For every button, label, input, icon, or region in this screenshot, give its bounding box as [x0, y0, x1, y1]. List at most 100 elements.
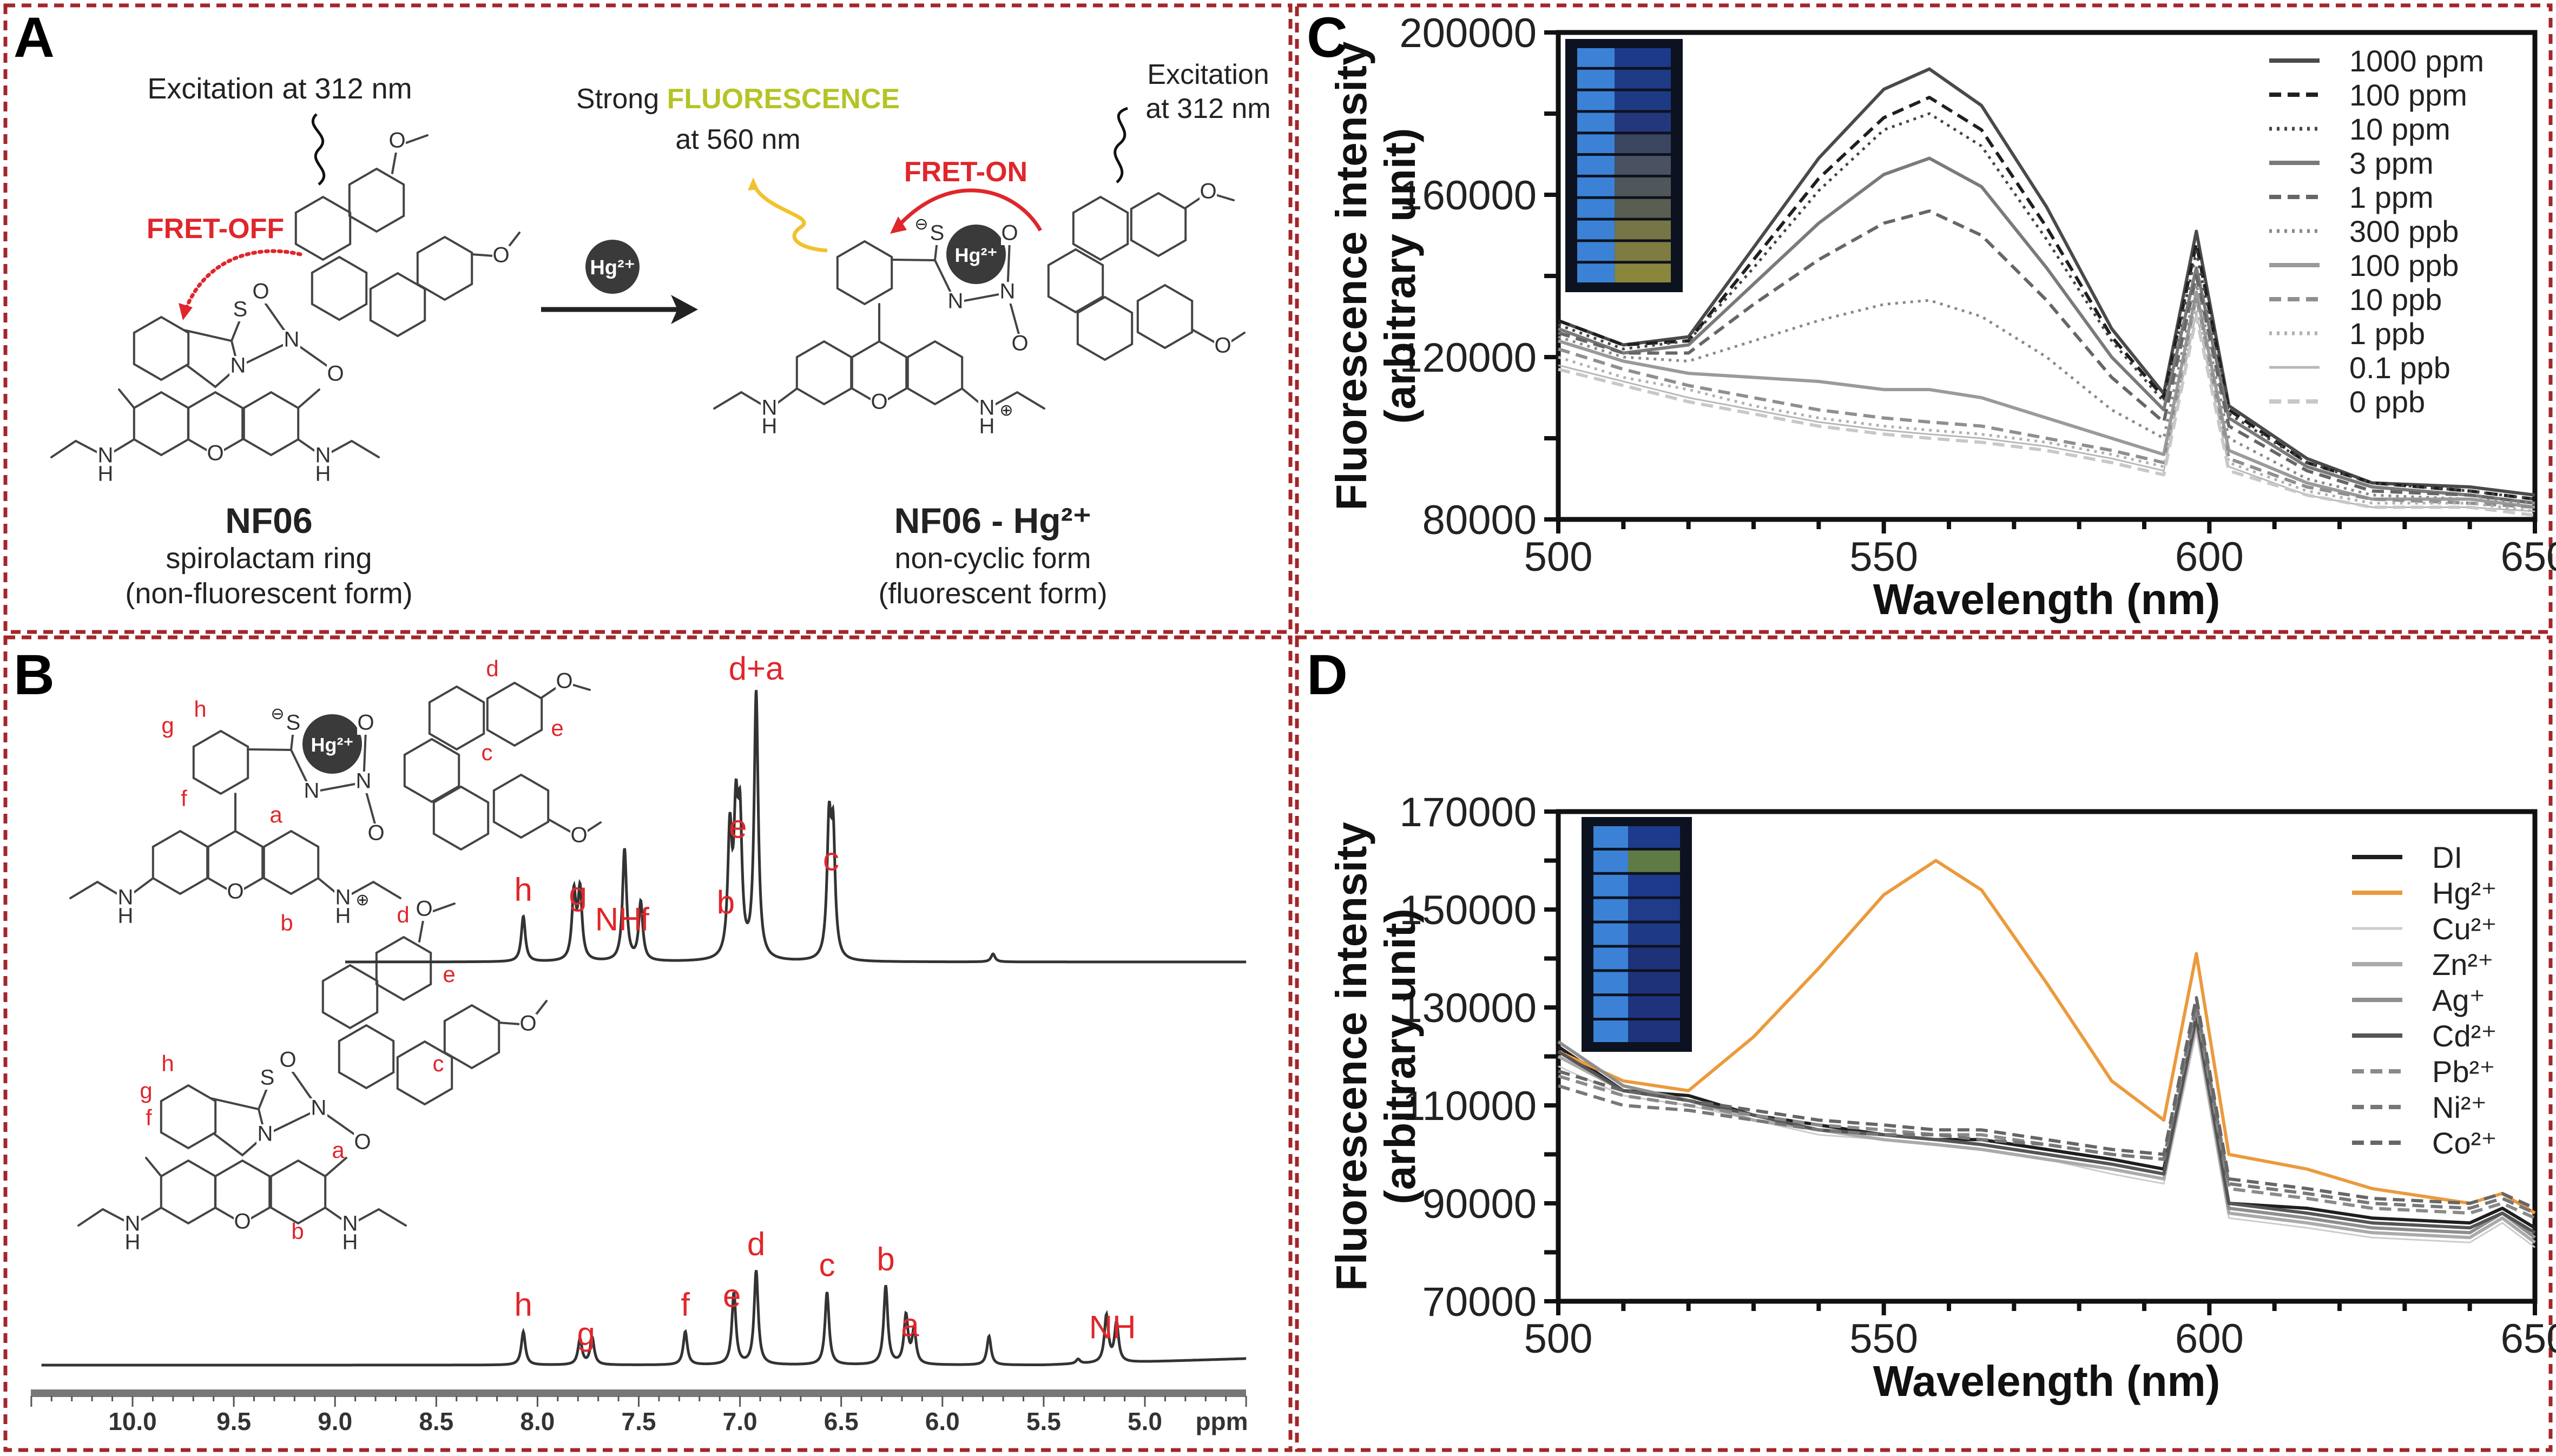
atom-bg — [207, 444, 224, 465]
nmr-peak-label-f: f — [681, 1286, 690, 1322]
nmr-peak-label-f: f — [640, 901, 649, 937]
atom-bg — [570, 826, 588, 847]
nmr-peak-label-e: e — [723, 1277, 741, 1314]
oxygen-atom: O — [234, 1210, 251, 1234]
inset-vial-color — [1628, 850, 1680, 872]
atom-bg — [314, 446, 332, 467]
inset-vial-label — [1577, 220, 1615, 240]
nf06-name: NF06 — [225, 500, 312, 541]
inset-vial-label — [1577, 263, 1615, 282]
atom-bg — [354, 1132, 371, 1154]
oxygen-atom: O — [416, 897, 432, 921]
panel-label-d: D — [1307, 643, 1348, 707]
strong-prefix: Strong — [576, 83, 667, 115]
inset-photo — [1582, 817, 1692, 1052]
hydrogen-atom: H — [118, 904, 134, 928]
inset-vial-label — [1593, 996, 1628, 1018]
nf06-desc-2: (non-fluorescent form) — [125, 577, 412, 610]
proton-label-c: c — [482, 740, 493, 765]
oxygen-atom: O — [327, 362, 344, 386]
nmr-peak-label-h: h — [515, 871, 532, 907]
x-tick-label: 500 — [1524, 1316, 1593, 1362]
atom-bg — [252, 282, 269, 304]
legend-label-8: 1 ppb — [2349, 317, 2425, 351]
fret-off-label: FRET-OFF — [147, 213, 284, 245]
nitrogen-atom: N — [125, 1212, 141, 1236]
legend-label-1: 100 ppm — [2349, 78, 2467, 112]
phenanthrene-ring — [311, 255, 368, 321]
nmr-spectrum-nf06 — [41, 1270, 1247, 1367]
sulfur-atom: S — [930, 221, 945, 245]
atom-bg — [1200, 182, 1217, 203]
fret-on-label: FRET-ON — [904, 156, 1027, 188]
phenanthrene-ring — [1047, 248, 1104, 314]
atom-bg — [285, 713, 302, 735]
atom-bg — [310, 1098, 327, 1120]
inset-vial-color — [1615, 242, 1671, 261]
inset-vial-label — [1577, 199, 1615, 218]
x-tick-label: 550 — [1849, 534, 1918, 580]
panel-c-chart: 500 550 600 650 80000 120000 160000 200000 Wavel… — [1327, 10, 2556, 623]
bond — [297, 438, 380, 458]
hg-ion-badge — [302, 714, 362, 774]
oxygen-atom: O — [556, 669, 572, 693]
oxygen-atom: O — [1011, 332, 1028, 355]
excitation-wave-left-icon — [311, 113, 326, 186]
atom-bg — [492, 246, 510, 267]
y-tick-label: 150000 — [1399, 887, 1537, 933]
bond — [891, 259, 1009, 304]
nf06-hg-name: NF06 - Hg²⁺ — [894, 500, 1092, 541]
panel-borders — [3, 3, 2553, 1452]
nmr-peak-label-g: g — [569, 876, 587, 912]
atom-bg — [947, 292, 964, 313]
hg-ion-badge — [946, 225, 1006, 284]
bond — [317, 877, 401, 900]
bond — [237, 340, 293, 368]
legend-label-5: 300 ppb — [2349, 214, 2459, 248]
inset-vial-label — [1577, 177, 1615, 196]
excitation-left-label: Excitation at 312 nm — [147, 73, 412, 105]
atom-bg — [234, 1212, 251, 1234]
panel-border-d — [1295, 635, 2553, 1452]
legend-label-10: 0 ppb — [2349, 385, 2425, 419]
atom-bg — [117, 888, 134, 910]
panel-label-b: B — [14, 643, 55, 707]
atom-bg — [416, 899, 433, 921]
ring — [428, 685, 485, 751]
bond — [77, 1207, 162, 1227]
inset-vial-color — [1628, 923, 1680, 945]
ring — [348, 167, 405, 233]
atom-bg — [556, 671, 573, 693]
inset-vial-color — [1615, 134, 1671, 154]
series-line-6 — [1558, 291, 2535, 509]
inset-vial-label — [1577, 134, 1615, 154]
legend-label-2: 10 ppm — [2349, 112, 2450, 146]
anion-charge: ⊖ — [271, 705, 284, 723]
hg-reagent-badge — [585, 240, 640, 294]
proton-label-f: f — [181, 786, 187, 811]
proton-label-g: g — [140, 1078, 152, 1103]
ring — [1136, 284, 1194, 350]
inset-vial-color — [1615, 69, 1671, 89]
panel-border-b — [3, 635, 1293, 1452]
benzene-ring — [192, 729, 249, 795]
nitrogen-atom: N — [118, 886, 134, 910]
sulfur-atom: S — [286, 711, 301, 735]
x-tick-label: 650 — [2501, 1316, 2556, 1362]
legend-label-7: Ni²⁺ — [2432, 1090, 2487, 1124]
ring — [443, 1004, 500, 1070]
y-tick-label: 170000 — [1399, 789, 1537, 835]
atom-bg — [303, 781, 320, 803]
nitrogen-atom: N — [284, 328, 300, 352]
atom-bg — [124, 1233, 141, 1254]
oxygen-atom: O — [871, 390, 887, 414]
ppm-tick-label: 6.5 — [824, 1407, 859, 1435]
y-axis-title-line-1: Fluorescence intensity — [1327, 822, 1375, 1291]
atom-bg — [341, 1214, 359, 1236]
hg-ion-label: Hg²⁺ — [311, 734, 354, 756]
benzene-ring — [160, 1084, 217, 1150]
hydrogen-atom: H — [762, 414, 778, 438]
atom-bg — [388, 131, 406, 153]
atom-bg — [928, 223, 946, 245]
benzene-ring — [133, 315, 190, 381]
